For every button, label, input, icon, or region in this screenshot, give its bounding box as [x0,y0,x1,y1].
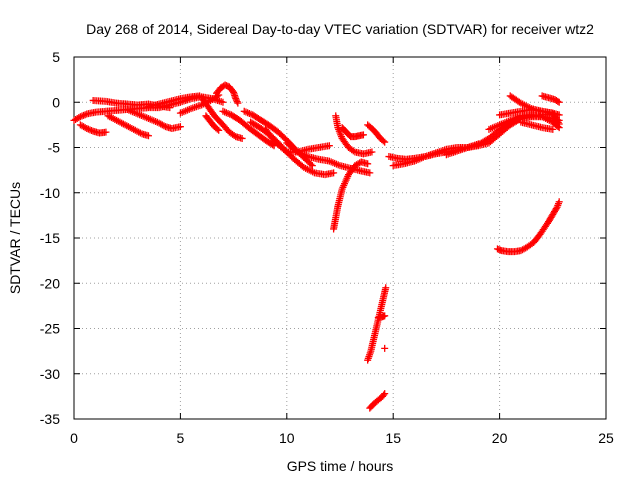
series-arc-u [366,390,389,412]
data-point [555,98,563,106]
data-point [83,124,91,132]
data-point [381,312,389,320]
series-arc-l [240,107,316,170]
y-tick-label: -15 [40,230,60,246]
series-arc-f [144,92,204,111]
series-arc-j [202,112,223,134]
series-arc-b [76,121,110,137]
y-tick-label: -5 [48,140,61,156]
data-point [233,98,241,106]
data-point [552,205,560,213]
data-point [166,104,174,112]
series-arc-z [442,113,563,159]
x-tick-label: 5 [177,430,185,446]
data-point [219,98,227,106]
y-axis-label: SDTVAR / TECUs [7,182,23,294]
data-point [234,99,242,107]
y-tick-label: 0 [52,94,60,110]
x-tick-label: 10 [279,430,295,446]
data-point [75,114,83,122]
chart-title: Day 268 of 2014, Sidereal Day-to-day VTE… [86,21,594,37]
data-point [86,126,94,134]
data-point [349,147,357,155]
data-point [281,147,289,155]
y-tick-label: 5 [52,49,60,65]
data-point [80,111,88,119]
series-arc-ae [517,118,557,133]
data-point [88,127,96,135]
y-tick-label: -35 [40,411,60,427]
data-point [555,120,563,128]
data-point [81,111,89,119]
series-arc-p [332,112,376,158]
x-tick-label: 0 [70,430,78,446]
data-point [160,122,168,130]
data-point [381,138,389,146]
y-tick-label: -30 [40,366,60,382]
data-point [81,124,89,132]
series-arc-ac [496,105,563,128]
data-point [554,97,562,105]
data-point [330,169,338,177]
series-arc-t [364,284,390,364]
data-point [232,95,240,103]
data-point [232,96,240,104]
data-point [380,391,388,399]
series-arc-i [213,81,242,107]
data-point [78,112,86,120]
data-point [554,118,562,126]
x-tick-label: 20 [492,430,508,446]
y-tick-label: -25 [40,321,60,337]
y-tick-label: -20 [40,275,60,291]
data-point [359,131,367,139]
data-point [379,137,387,145]
data-point [325,142,333,150]
data-point [230,132,238,140]
data-point [213,125,221,133]
data-points [70,81,563,412]
data-point [215,126,223,134]
x-tick-label: 25 [598,430,614,446]
series-arc-w [381,344,389,352]
data-point [381,344,389,352]
y-tick-labels: 5 0 -5 -10 -15 -20 -25 -30 -35 [40,49,60,427]
data-point [381,390,389,398]
series-arc-v [374,312,389,322]
series-arc-af [493,198,563,256]
data-point [382,284,390,292]
data-point [76,113,84,121]
series-arc-e [123,105,184,132]
series-arc-d [104,112,152,140]
y-tick-label: -10 [40,185,60,201]
data-point [307,160,315,168]
series-arc-h [198,94,246,142]
data-point [144,132,152,140]
series-arc-ad [538,92,563,106]
x-axis-label: GPS time / hours [287,458,394,474]
data-point [176,123,184,131]
data-point [102,128,110,136]
series-arc-r [330,158,372,233]
data-point [549,125,557,133]
data-point [366,169,374,177]
axis-ticks [73,56,607,420]
data-point [84,125,92,133]
series-arc-n [262,125,333,156]
data-point [555,198,563,206]
data-point [308,162,316,170]
data-point [238,134,246,142]
series-arc-o [283,139,374,177]
x-tick-labels: 0 5 10 15 20 25 [70,430,614,446]
x-tick-label: 15 [385,430,401,446]
data-point [368,148,376,156]
data-point [364,160,372,168]
series-arc-q [338,124,367,141]
series-arc-s [364,121,389,146]
series-arc-k [219,107,278,150]
series-arc-x [385,110,557,163]
